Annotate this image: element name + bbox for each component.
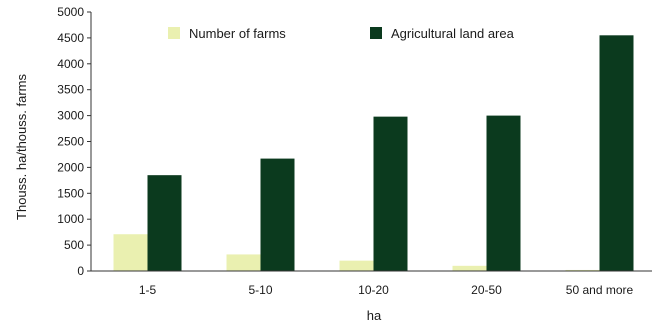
legend: Number of farms Agricultural land area [168,26,515,41]
y-tick-label: 3000 [57,109,84,123]
legend-item-agricultural-land-area: Agricultural land area [370,26,515,41]
x-tick-label: 10-20 [358,283,389,297]
y-tick-label: 3500 [57,83,84,97]
x-tick-label: 1-5 [139,283,157,297]
y-axis-title: Thouss. ha/thouss. farms [14,74,29,220]
legend-swatch-number-of-farms [168,27,180,39]
y-axis-ticks: 0 500 1000 1500 2000 2500 3000 3500 4000 4500 5000 [57,5,91,278]
bar-number-of-farms [565,269,600,271]
bar-number-of-farms [452,265,487,271]
bar-number-of-farms [339,260,374,271]
bars-group [113,35,634,272]
y-tick-label: 4000 [57,57,84,71]
bar-agricultural-land-area [373,116,408,271]
y-tick-label: 2500 [57,135,84,149]
y-tick-label: 1500 [57,186,84,200]
y-tick-label: 500 [64,238,84,252]
x-tick-label: 50 and more [566,283,634,297]
y-tick-label: 5000 [57,5,84,19]
bar-agricultural-land-area [147,175,182,271]
bar-agricultural-land-area [599,35,634,272]
legend-item-number-of-farms: Number of farms [168,26,286,41]
bar-number-of-farms [226,254,261,271]
y-tick-label: 1000 [57,212,84,226]
bar-agricultural-land-area [260,158,295,271]
x-axis-title: ha [367,308,382,323]
y-tick-label: 2000 [57,160,84,174]
bar-number-of-farms [113,234,148,271]
legend-swatch-agricultural-land-area [370,27,382,39]
legend-label-agricultural-land-area: Agricultural land area [391,26,515,41]
x-axis-ticks: 1-5 5-10 10-20 20-50 50 and more [139,283,634,297]
x-tick-label: 20-50 [471,283,502,297]
y-tick-label: 0 [77,264,84,278]
x-tick-label: 5-10 [248,283,272,297]
bar-agricultural-land-area [486,115,521,271]
y-tick-label: 4500 [57,31,84,45]
legend-label-number-of-farms: Number of farms [189,26,286,41]
